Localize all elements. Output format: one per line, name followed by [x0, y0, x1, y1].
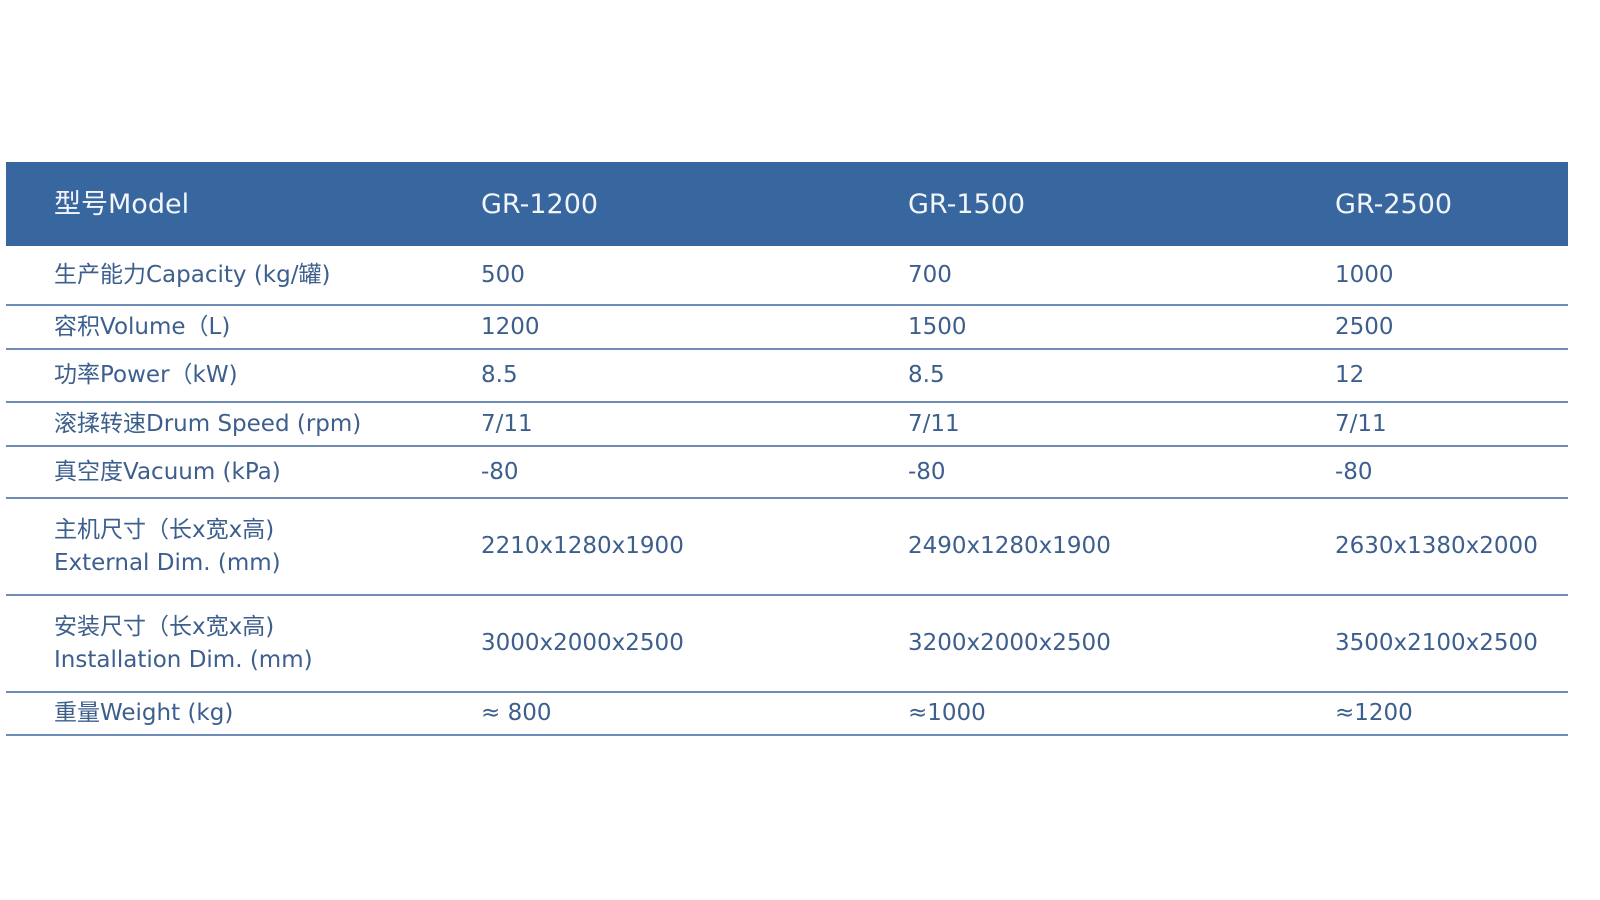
table-row-vacuum: 真空度Vacuum (kPa) -80 -80 -80 — [6, 447, 1568, 499]
row-value: ≈1200 — [1335, 700, 1413, 726]
row-label-line: 功率Power（kW) — [54, 362, 238, 388]
row-label-line: Installation Dim. (mm) — [54, 646, 313, 673]
row-label-line: 滚揉转速Drum Speed (rpm) — [54, 410, 362, 437]
row-label: 主机尺寸（长x宽x高) External Dim. (mm) — [54, 499, 281, 594]
row-label: 生产能力Capacity (kg/罐) — [54, 246, 330, 304]
row-label-line: 安装尺寸（长x宽x高) — [54, 613, 275, 640]
header-model-gr1500: GR-1500 — [908, 188, 1026, 220]
row-value: 1200 — [481, 313, 540, 340]
row-label-line: 重量Weight (kg) — [54, 700, 234, 726]
row-label-line: 生产能力Capacity (kg/罐) — [54, 261, 331, 288]
row-value: 7/11 — [1335, 410, 1387, 437]
row-value: 12 — [1335, 362, 1365, 388]
table-row-capacity: 生产能力Capacity (kg/罐) 500 700 1000 — [6, 246, 1568, 306]
row-value: 2210x1280x1900 — [481, 533, 684, 559]
row-label-line: 容积Volume（L) — [54, 313, 231, 340]
row-value: 1500 — [908, 313, 967, 340]
header-model-gr2500: GR-2500 — [1335, 188, 1453, 220]
table-header: 型号Model GR-1200 GR-1500 GR-2500 — [6, 162, 1568, 246]
row-value: 7/11 — [908, 410, 960, 437]
row-value: -80 — [1335, 458, 1373, 485]
row-label: 真空度Vacuum (kPa) — [54, 447, 281, 497]
row-value: 3500x2100x2500 — [1335, 630, 1538, 656]
spec-table: 型号Model GR-1200 GR-1500 GR-2500 生产能力Capa… — [6, 162, 1568, 736]
row-label: 容积Volume（L) — [54, 306, 230, 348]
row-value: 8.5 — [908, 362, 945, 388]
row-value: 500 — [481, 261, 525, 288]
row-value: -80 — [908, 458, 946, 485]
row-value: 2630x1380x2000 — [1335, 533, 1538, 559]
row-label: 功率Power（kW) — [54, 350, 238, 401]
header-model-gr1200: GR-1200 — [481, 188, 599, 220]
table-row-drum-speed: 滚揉转速Drum Speed (rpm) 7/11 7/11 7/11 — [6, 403, 1568, 447]
row-label: 安装尺寸（长x宽x高) Installation Dim. (mm) — [54, 596, 313, 691]
row-value: 3000x2000x2500 — [481, 630, 684, 656]
header-model-label: 型号Model — [54, 188, 190, 220]
row-value: -80 — [481, 458, 519, 485]
table-row-installation-dim: 安装尺寸（长x宽x高) Installation Dim. (mm) 3000x20… — [6, 596, 1568, 693]
row-value: 1000 — [1335, 261, 1394, 288]
row-value: 2490x1280x1900 — [908, 533, 1111, 559]
row-label-line: External Dim. (mm) — [54, 549, 281, 576]
row-value: ≈ 800 — [481, 700, 552, 726]
row-label: 滚揉转速Drum Speed (rpm) — [54, 403, 361, 445]
row-value: ≈1000 — [908, 700, 986, 726]
row-value: 2500 — [1335, 313, 1394, 340]
row-value: 3200x2000x2500 — [908, 630, 1111, 656]
row-label-line: 真空度Vacuum (kPa) — [54, 458, 281, 485]
table-row-external-dim: 主机尺寸（长x宽x高) External Dim. (mm) 2210x1280x1… — [6, 499, 1568, 596]
row-value: 8.5 — [481, 362, 518, 388]
row-label-line: 主机尺寸（长x宽x高) — [54, 516, 275, 543]
row-label: 重量Weight (kg) — [54, 693, 233, 734]
table-row-power: 功率Power（kW) 8.5 8.5 12 — [6, 350, 1568, 403]
row-value: 700 — [908, 261, 952, 288]
table-row-volume: 容积Volume（L) 1200 1500 2500 — [6, 306, 1568, 350]
table-row-weight: 重量Weight (kg) ≈ 800 ≈1000 ≈1200 — [6, 693, 1568, 736]
row-value: 7/11 — [481, 410, 533, 437]
